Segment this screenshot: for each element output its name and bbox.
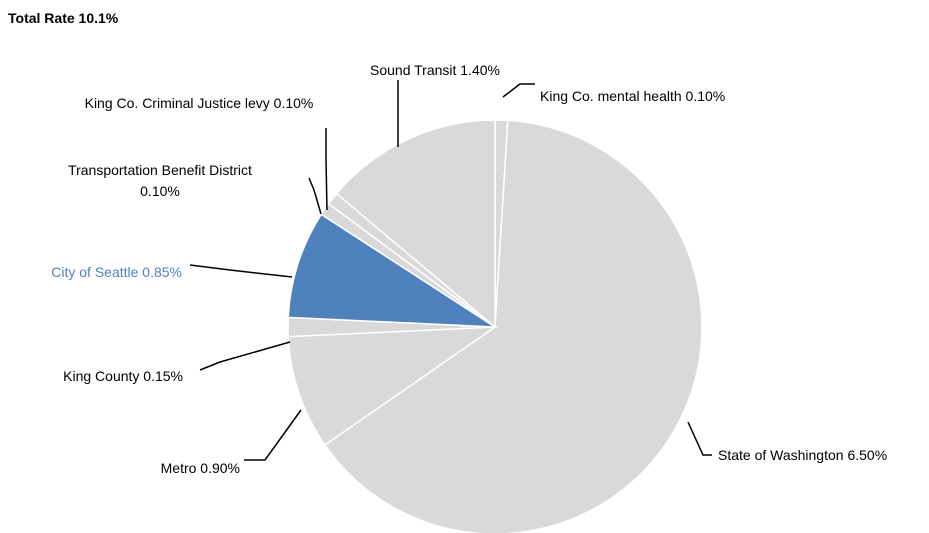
- slice-label-4: City of Seattle 0.85%: [51, 264, 182, 280]
- slice-label-2: Metro 0.90%: [161, 460, 240, 476]
- slice-label-7: Sound Transit 1.40%: [370, 62, 500, 78]
- pie-slice-2: [287, 326, 498, 447]
- pie-slices: [287, 119, 703, 533]
- slice-labels: King Co. mental health 0.10% State of Was…: [51, 62, 887, 476]
- chart-title: Total Rate 10.1%: [8, 10, 119, 26]
- leader-lines: [189, 80, 712, 461]
- pie-slice-7: [335, 119, 496, 329]
- slice-label-6: King Co. Criminal Justice levy 0.10%: [85, 95, 314, 111]
- leader-line-5: [308, 177, 322, 215]
- leader-line-6: [325, 128, 328, 211]
- slice-label-3: King County 0.15%: [63, 368, 183, 384]
- pie-slice-4: [287, 213, 498, 328]
- pie-slice-1: [323, 119, 703, 533]
- leader-line-0: [502, 83, 535, 98]
- leader-line-3: [199, 341, 291, 371]
- leader-line-2: [244, 409, 302, 461]
- leader-line-4: [189, 264, 293, 278]
- slice-label-1: State of Washington 6.50%: [718, 447, 887, 463]
- slice-label-0: King Co. mental health 0.10%: [540, 88, 725, 104]
- slice-label-5: Transportation Benefit District 0.10%: [68, 162, 252, 199]
- leader-line-1: [687, 421, 712, 456]
